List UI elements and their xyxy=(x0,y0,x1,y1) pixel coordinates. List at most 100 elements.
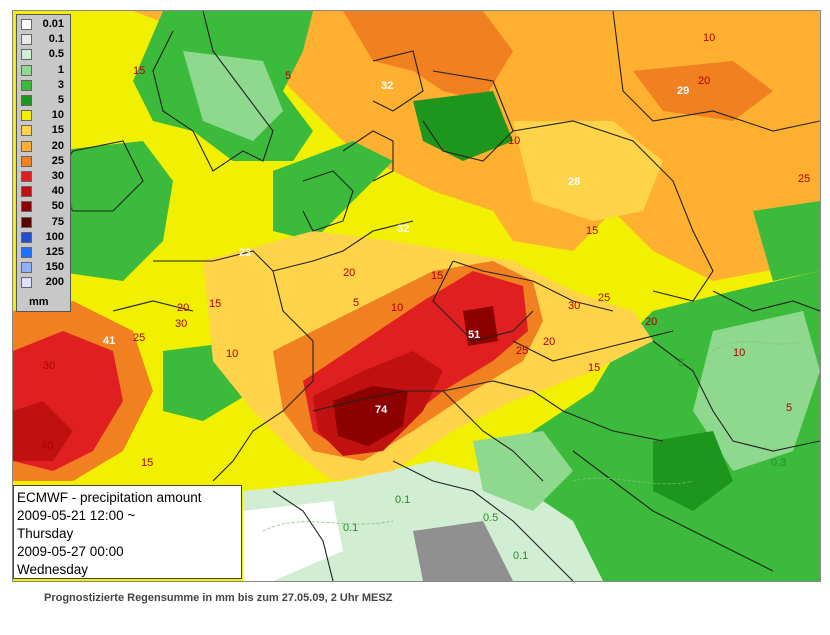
darkgreen-region-serbia xyxy=(653,431,733,511)
legend-swatch xyxy=(21,201,32,213)
legend-swatch xyxy=(21,186,32,198)
forecast-end-day: Wednesday xyxy=(17,562,89,577)
legend-label: 30 xyxy=(51,170,64,182)
legend-label: 25 xyxy=(51,154,64,167)
map-caption: Prognostizierte Regensumme in mm bis zum… xyxy=(44,592,393,604)
contour-label: 0.1 xyxy=(513,550,528,562)
contour-label: 0.1 xyxy=(343,522,358,534)
country-borders xyxy=(52,11,820,581)
forecast-title: ECMWF - precipitation amount xyxy=(17,490,202,505)
contour-lines-light xyxy=(262,340,804,532)
legend-item: 125 xyxy=(17,246,70,258)
legend-swatch xyxy=(21,277,32,289)
legend-swatch xyxy=(21,262,32,274)
maxred-core-czech xyxy=(463,306,498,346)
contour-label: 20 xyxy=(645,316,657,328)
max-value-germany-north: 32 xyxy=(397,223,409,235)
contour-label: 10 xyxy=(733,347,745,359)
contour-label: 10 xyxy=(703,32,715,44)
legend-label: 3 xyxy=(57,78,64,91)
precip-legend: 0.01 0.1 0.5 1 3 5 10 15 20 25 30 40 50 75 100 125 150 20… xyxy=(16,14,71,312)
lightorange-region-poland xyxy=(513,121,663,221)
contour-label: 30 xyxy=(43,360,55,372)
legend-item: 10 xyxy=(17,109,70,122)
green-region-po-valley xyxy=(473,431,573,511)
max-value-poland: 28 xyxy=(568,176,580,188)
legend-item: 20 xyxy=(17,140,70,152)
legend-item: 0.1 xyxy=(17,33,70,46)
contour-label: 5 xyxy=(353,297,359,309)
legend-swatch xyxy=(21,110,32,122)
legend-label: 0.01 xyxy=(42,18,64,30)
contour-label: 40 xyxy=(41,440,53,452)
contour-label: 20 xyxy=(698,75,710,87)
contour-label: 0.5 xyxy=(483,512,498,524)
green-region-north-sea xyxy=(273,141,393,241)
legend-item: 75 xyxy=(17,216,70,228)
contour-label: 25 xyxy=(798,173,810,185)
legend-item: 0.5 xyxy=(17,48,70,61)
max-value-switzerland: 74 xyxy=(375,404,388,416)
darkorange-region-baltic xyxy=(633,61,773,121)
legend-unit: mm xyxy=(29,296,49,308)
darkorange-region-denmark xyxy=(343,11,513,101)
contour-label: 5 xyxy=(285,70,291,82)
legend-label: 50 xyxy=(51,200,64,213)
legend-swatch xyxy=(21,125,32,137)
legend-label: 75 xyxy=(51,215,64,228)
legend-item: 150 xyxy=(17,261,70,274)
contour-label: 0.3 xyxy=(771,457,786,469)
contour-label: 15 xyxy=(431,270,443,282)
forecast-start-day: Thursday xyxy=(17,526,74,541)
map-canvas: 74 51 41 32 32 29 28 23 10 10 10 10 10 1… xyxy=(13,11,820,581)
contour-label: 10 xyxy=(508,135,520,147)
legend-label: 1 xyxy=(57,63,64,76)
contour-label: 20 xyxy=(543,336,555,348)
max-value-benelux: 23 xyxy=(239,247,251,259)
legend-swatch xyxy=(21,64,32,76)
legend-item: 100 xyxy=(17,231,70,243)
legend-swatch xyxy=(21,216,32,228)
precip-maxima: 74 51 41 32 32 29 28 23 xyxy=(103,80,689,416)
contour-label: 25 xyxy=(598,292,610,304)
legend-item: 30 xyxy=(17,170,70,182)
precipitation-map: 74 51 41 32 32 29 28 23 10 10 10 10 10 1… xyxy=(12,10,821,582)
legend-item: 0.01 xyxy=(17,18,70,30)
contour-label: 20 xyxy=(343,267,355,279)
white-region-mediterranean xyxy=(243,501,343,581)
forecast-end-time: 2009-05-27 00:00 xyxy=(17,544,124,559)
lightgreen-region-uk xyxy=(183,51,283,141)
legend-item: 25 xyxy=(17,155,70,167)
legend-label: 10 xyxy=(51,109,64,122)
legend-swatch xyxy=(21,171,32,182)
legend-swatch xyxy=(21,155,32,167)
legend-label: 0.5 xyxy=(48,48,64,61)
forecast-start-time: 2009-05-21 12:00 ~ xyxy=(17,508,136,523)
legend-label: 15 xyxy=(51,124,64,137)
contour-label: 5 xyxy=(786,402,792,414)
max-value-baltic: 29 xyxy=(677,85,689,97)
contour-label: 30 xyxy=(568,300,580,312)
legend-item: 50 xyxy=(17,200,70,213)
legend-swatch xyxy=(21,140,32,152)
legend-label: 5 xyxy=(57,94,64,106)
contour-label: 0.1 xyxy=(395,494,410,506)
legend-item: 1 xyxy=(17,64,70,76)
legend-swatch xyxy=(21,49,32,61)
contour-label: 15 xyxy=(586,225,598,237)
legend-label: 100 xyxy=(45,230,64,243)
contour-label: 10 xyxy=(391,302,403,314)
green-region-ukraine xyxy=(753,201,820,281)
legend-label: 0.1 xyxy=(48,33,64,46)
legend-label: 150 xyxy=(45,261,64,274)
max-value-denmark: 32 xyxy=(381,80,393,92)
contour-label: 3 xyxy=(678,357,684,369)
contour-label: 15 xyxy=(141,457,153,469)
contour-label: 15 xyxy=(588,362,600,374)
max-value-czech: 51 xyxy=(468,329,480,341)
legend-swatch xyxy=(21,231,32,243)
contour-label: 10 xyxy=(226,348,238,360)
contour-label: 25 xyxy=(133,332,145,344)
legend-item: 5 xyxy=(17,94,70,106)
contour-label: 20 xyxy=(177,302,189,314)
